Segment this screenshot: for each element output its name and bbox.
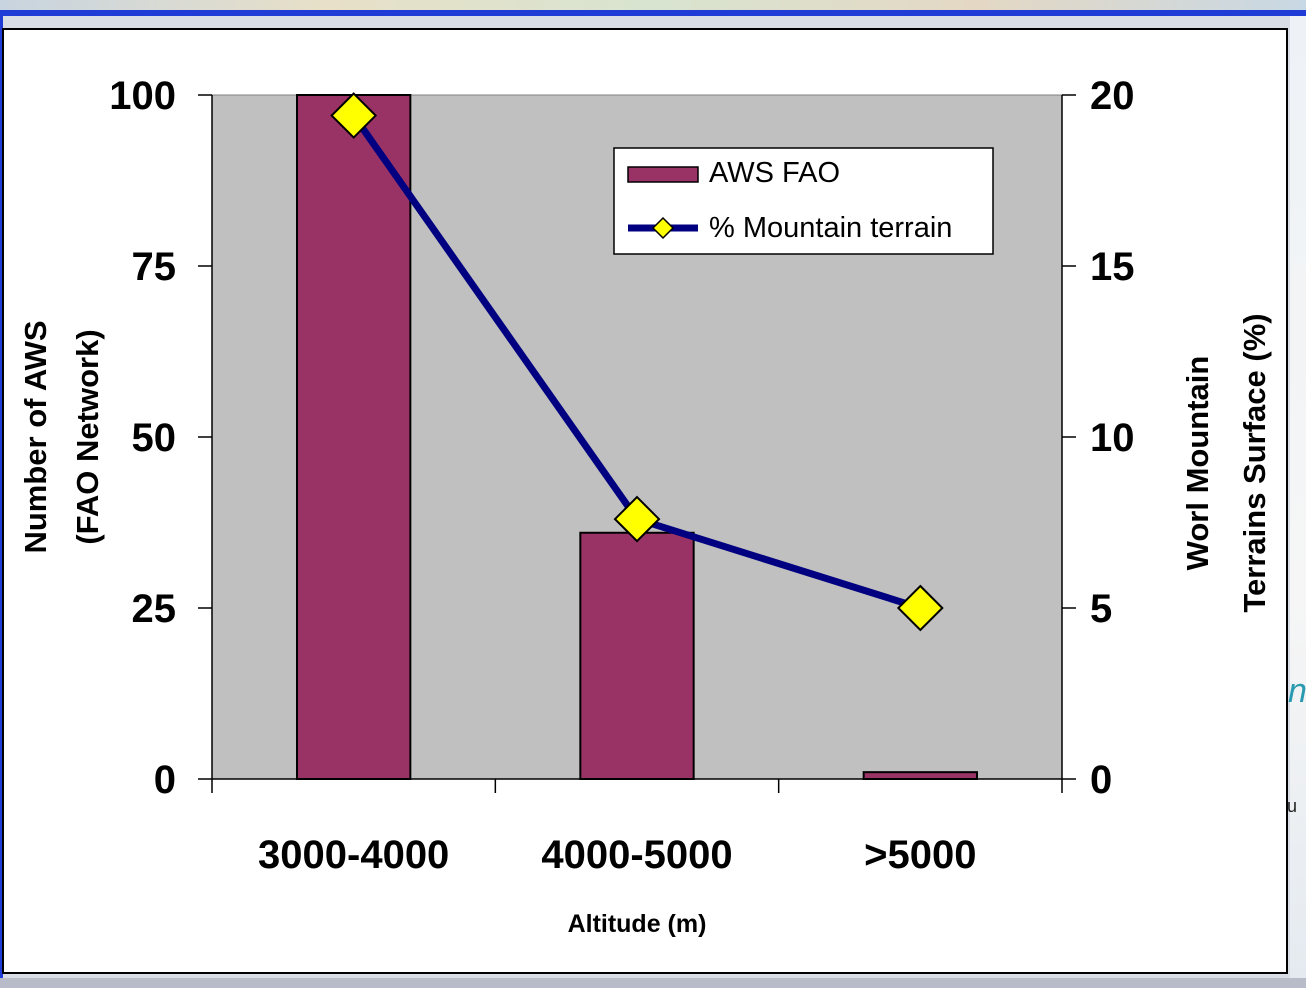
y-tick-label: 25 bbox=[132, 587, 177, 631]
y2-tick-label: 5 bbox=[1090, 587, 1112, 631]
x-tick-label: 4000-5000 bbox=[541, 833, 732, 877]
legend-label: % Mountain terrain bbox=[709, 212, 952, 244]
y2-axis-title: Worl Mountain Terrains Surface (%) bbox=[1180, 313, 1272, 612]
legend: AWS FAO % Mountain terrain bbox=[613, 147, 994, 255]
legend-swatch-marker bbox=[651, 216, 675, 240]
y-axis-title: Number of AWS (FAO Network) bbox=[18, 320, 105, 553]
y-tick-label: 100 bbox=[109, 74, 176, 118]
y2-tick-label: 20 bbox=[1090, 74, 1135, 118]
y-axis-title-line: (FAO Network) bbox=[70, 329, 105, 544]
y-tick-label: 75 bbox=[132, 245, 177, 289]
background-peek-glyph: n bbox=[1288, 672, 1306, 710]
y-tick-label: 50 bbox=[132, 416, 177, 460]
bar bbox=[296, 94, 412, 780]
y2-tick-label: 10 bbox=[1090, 416, 1135, 460]
y2-tick-label: 15 bbox=[1090, 245, 1135, 289]
background-map-strip bbox=[0, 0, 1306, 10]
slide-top-border bbox=[0, 10, 1306, 16]
legend-swatch-bar bbox=[627, 166, 699, 183]
slide-left-border bbox=[0, 10, 3, 988]
bar bbox=[579, 531, 695, 781]
line-point bbox=[896, 584, 944, 632]
background-slide-edge bbox=[1290, 16, 1306, 988]
line-point bbox=[330, 92, 378, 139]
y2-axis-title-line: Worl Mountain bbox=[1180, 356, 1215, 571]
slide-bottom-border bbox=[0, 978, 1306, 988]
legend-box bbox=[613, 147, 994, 255]
y-tick-label: 0 bbox=[154, 758, 176, 802]
bar bbox=[862, 771, 979, 780]
background-peek-glyph: u bbox=[1287, 796, 1298, 816]
y-axis-title-line: Number of AWS bbox=[18, 320, 53, 553]
x-tick-label: 3000-4000 bbox=[258, 833, 449, 877]
x-axis-title: Altitude (m) bbox=[568, 910, 707, 938]
legend-label: AWS FAO bbox=[709, 157, 840, 189]
line-point bbox=[613, 495, 661, 543]
y2-axis-title-line: Terrains Surface (%) bbox=[1237, 313, 1272, 612]
y2-tick-label: 0 bbox=[1090, 758, 1112, 802]
x-tick-label: >5000 bbox=[864, 833, 976, 877]
